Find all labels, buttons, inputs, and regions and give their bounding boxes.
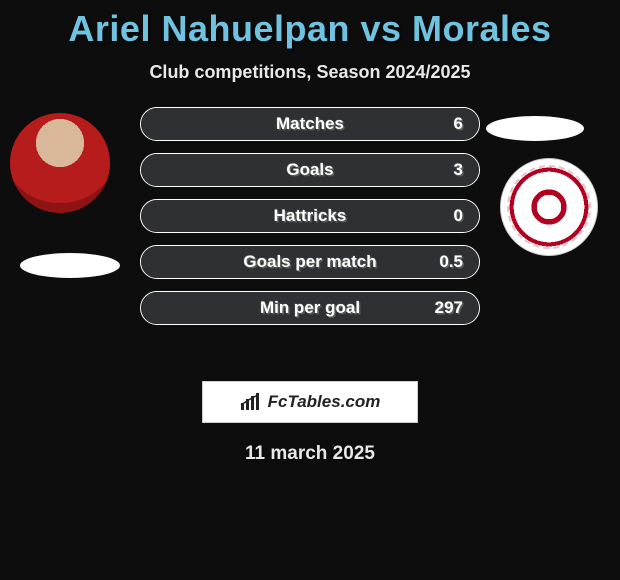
stat-row-min-per-goal: Min per goal 297 bbox=[140, 291, 480, 325]
stat-label: Min per goal bbox=[260, 298, 360, 318]
club-badge-right bbox=[500, 158, 598, 256]
stat-row-goals-per-match: Goals per match 0.5 bbox=[140, 245, 480, 279]
stat-row-matches: Matches 6 bbox=[140, 107, 480, 141]
stats-container: Matches 6 Goals 3 Hattricks 0 Goals per … bbox=[140, 107, 480, 337]
club-badge-right-top bbox=[486, 116, 584, 141]
stat-value: 3 bbox=[454, 160, 463, 180]
stat-value: 0 bbox=[454, 206, 463, 226]
comparison-content: Matches 6 Goals 3 Hattricks 0 Goals per … bbox=[0, 113, 620, 373]
stat-label: Matches bbox=[276, 114, 344, 134]
stat-value: 0.5 bbox=[439, 252, 463, 272]
stat-value: 6 bbox=[454, 114, 463, 134]
subtitle: Club competitions, Season 2024/2025 bbox=[0, 62, 620, 83]
date-label: 11 march 2025 bbox=[0, 443, 620, 465]
stat-label: Goals per match bbox=[243, 252, 376, 272]
brand-box[interactable]: FcTables.com bbox=[202, 381, 418, 423]
stat-value: 297 bbox=[435, 298, 463, 318]
club-badge-left bbox=[20, 253, 120, 278]
stat-row-goals: Goals 3 bbox=[140, 153, 480, 187]
brand-text: FcTables.com bbox=[268, 392, 381, 412]
stat-row-hattricks: Hattricks 0 bbox=[140, 199, 480, 233]
bar-chart-icon bbox=[240, 393, 262, 411]
page-title: Ariel Nahuelpan vs Morales bbox=[0, 0, 620, 50]
stat-label: Hattricks bbox=[274, 206, 347, 226]
player-avatar-left bbox=[10, 113, 110, 213]
stat-label: Goals bbox=[286, 160, 333, 180]
